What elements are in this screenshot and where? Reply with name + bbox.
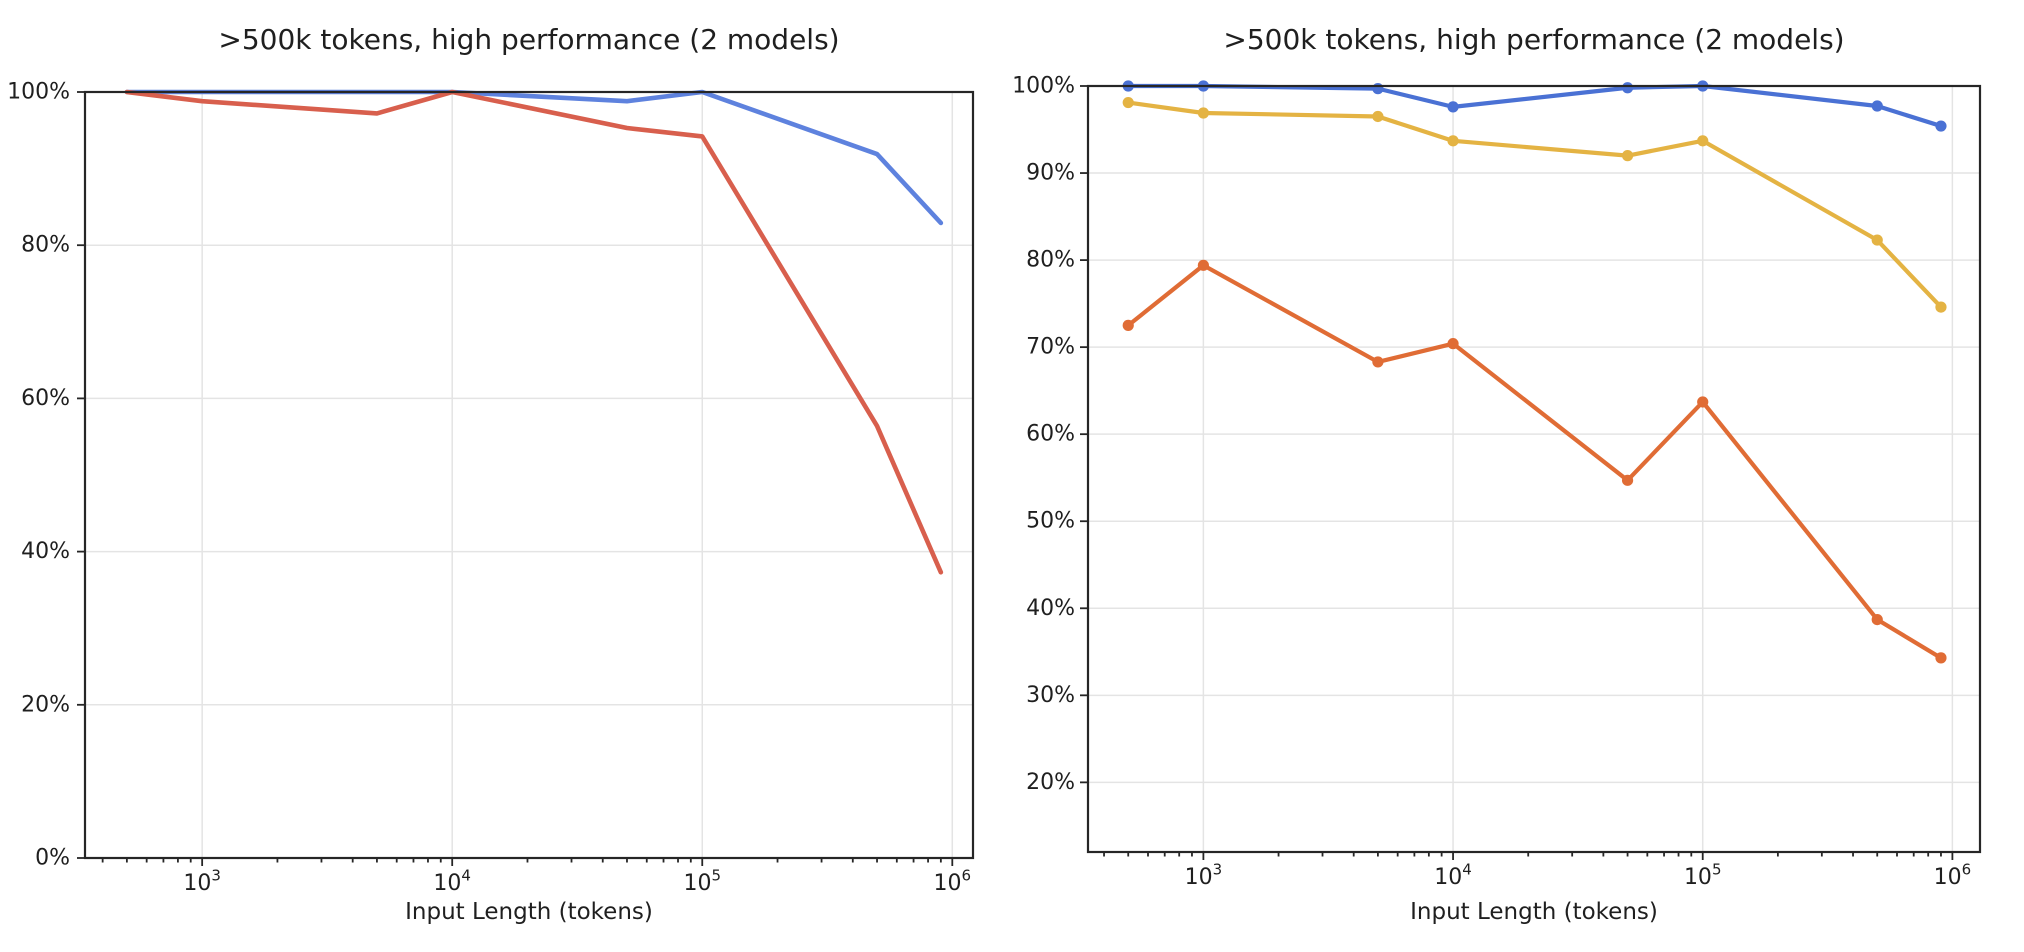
chart-title: >500k tokens, high performance (2 models… (1223, 23, 1845, 56)
y-tick-label: 40% (1026, 596, 1075, 621)
markers-blue-line (1122, 80, 1947, 132)
y-tick-label: 60% (21, 386, 70, 411)
markers-yellow-line (1122, 96, 1947, 313)
x-tick-label: 105 (1684, 861, 1722, 891)
data-point (1871, 234, 1883, 246)
y-tick-label: 90% (1026, 161, 1075, 186)
data-point (1197, 259, 1209, 271)
series-group (124, 89, 944, 575)
data-point (1621, 82, 1634, 94)
axis-frame (1086, 84, 1982, 854)
y-tick-label: 80% (21, 233, 70, 258)
y-tick-label: 40% (21, 539, 70, 564)
series-red-line (124, 89, 944, 575)
data-point (1372, 356, 1384, 368)
x-axis-label: Input Length (tokens) (1410, 899, 1658, 925)
data-point (1372, 83, 1384, 95)
axis-frame (83, 90, 975, 860)
y-tick-label: 100% (1012, 74, 1075, 99)
x-tick-label: 105 (683, 867, 721, 897)
x-tick-label: 106 (1934, 861, 1972, 891)
data-point (1697, 396, 1709, 408)
data-point (1122, 319, 1134, 331)
y-tick-label: 100% (7, 80, 70, 105)
data-point (1935, 301, 1947, 313)
x-tick-label: 104 (433, 867, 471, 897)
chart-title: >500k tokens, high performance (2 models… (218, 23, 840, 56)
data-point (1122, 96, 1134, 109)
y-tick-label: 60% (1026, 422, 1075, 447)
data-point (1372, 110, 1384, 123)
y-tick-label: 20% (1026, 770, 1075, 795)
series-orange-line (1126, 263, 1944, 660)
data-point (1871, 613, 1883, 626)
ticks (77, 91, 954, 866)
data-point (1935, 120, 1947, 132)
gridlines (1088, 85, 1980, 852)
data-point (1447, 135, 1459, 147)
y-tick-label: 80% (1026, 248, 1075, 273)
tick-labels: 0% 20% 40% 60% 80% 100% 103 104 105 106 (7, 80, 971, 897)
data-point (1697, 135, 1709, 147)
y-tick-label: 20% (21, 692, 70, 717)
x-tick-label: 104 (1434, 861, 1472, 891)
line-chart: 20% 30% 40% 50% 60% 70% 80% 90% 100% 103 104 105 106 (1012, 74, 1982, 891)
data-point (1871, 100, 1883, 112)
y-tick-label: 0% (35, 846, 70, 871)
series-yellow-line (1126, 100, 1944, 310)
data-point (1621, 150, 1634, 162)
x-tick-label: 106 (934, 867, 972, 897)
line-chart: 0% 20% 40% 60% 80% 100% 103 104 105 106 (7, 80, 975, 897)
chart-panel-right: >500k tokens, high performance (2 models… (1012, 0, 2024, 952)
y-tick-label: 50% (1026, 509, 1075, 534)
x-axis-label: Input Length (tokens) (405, 899, 653, 925)
data-point (1197, 107, 1209, 119)
tick-labels: 20% 30% 40% 50% 60% 70% 80% 90% 100% 103 104 105 106 (1012, 74, 1971, 891)
series-group (1122, 80, 1947, 664)
ticks (1080, 85, 1954, 860)
data-point (1447, 338, 1459, 350)
x-tick-label: 103 (183, 867, 221, 897)
x-tick-label: 103 (1185, 861, 1223, 891)
data-point (1621, 474, 1634, 486)
data-point (1935, 652, 1947, 664)
series-blue-line (1126, 83, 1944, 129)
gridlines (85, 91, 973, 859)
markers-orange-line (1122, 259, 1947, 664)
y-tick-label: 30% (1026, 683, 1075, 708)
series-blue-line (124, 89, 944, 226)
y-tick-label: 70% (1026, 335, 1075, 360)
chart-panel-left: >500k tokens, high performance (2 models… (7, 23, 975, 925)
data-point (1447, 101, 1459, 113)
